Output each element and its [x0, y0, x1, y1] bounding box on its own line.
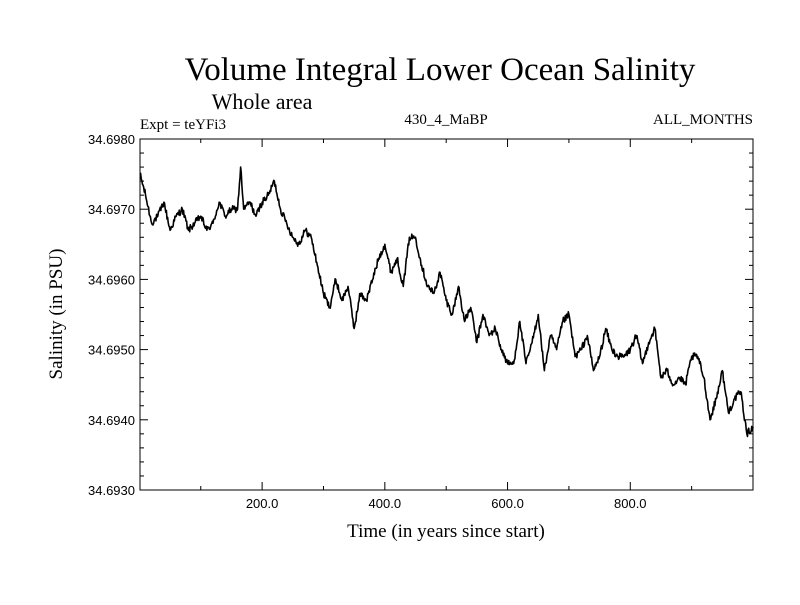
- x-tick-label: 200.0: [246, 496, 279, 511]
- y-tick-label: 34.6950: [88, 343, 135, 358]
- experiment-label: Expt = teYFi3: [140, 117, 226, 133]
- salinity-series-line: [139, 166, 754, 438]
- x-tick-label: 600.0: [491, 496, 524, 511]
- months-label: ALL_MONTHS: [653, 112, 753, 128]
- plot-frame: [139, 138, 754, 491]
- y-axis-ticks: 34.6930 34.6940 34.6950 34.6960 34.6970 34.69…: [88, 132, 753, 498]
- x-tick-label: 800.0: [614, 496, 647, 511]
- chart-title: Volume Integral Lower Ocean Salinity: [185, 52, 696, 88]
- y-tick-label: 34.6930: [88, 483, 135, 498]
- x-tick-label: 400.0: [369, 496, 402, 511]
- y-tick-label: 34.6960: [88, 272, 135, 287]
- period-label: 430_4_MaBP: [404, 112, 487, 128]
- y-axis-label: Salinity (in PSU): [46, 249, 67, 380]
- y-tick-label: 34.6940: [88, 413, 135, 428]
- x-axis-ticks: 200.0 400.0 600.0 800.0: [200, 139, 693, 511]
- y-tick-label: 34.6970: [88, 202, 135, 217]
- x-axis-label: Time (in years since start): [347, 521, 545, 542]
- chart-subtitle: Whole area: [212, 89, 313, 114]
- y-tick-label: 34.6980: [88, 132, 135, 147]
